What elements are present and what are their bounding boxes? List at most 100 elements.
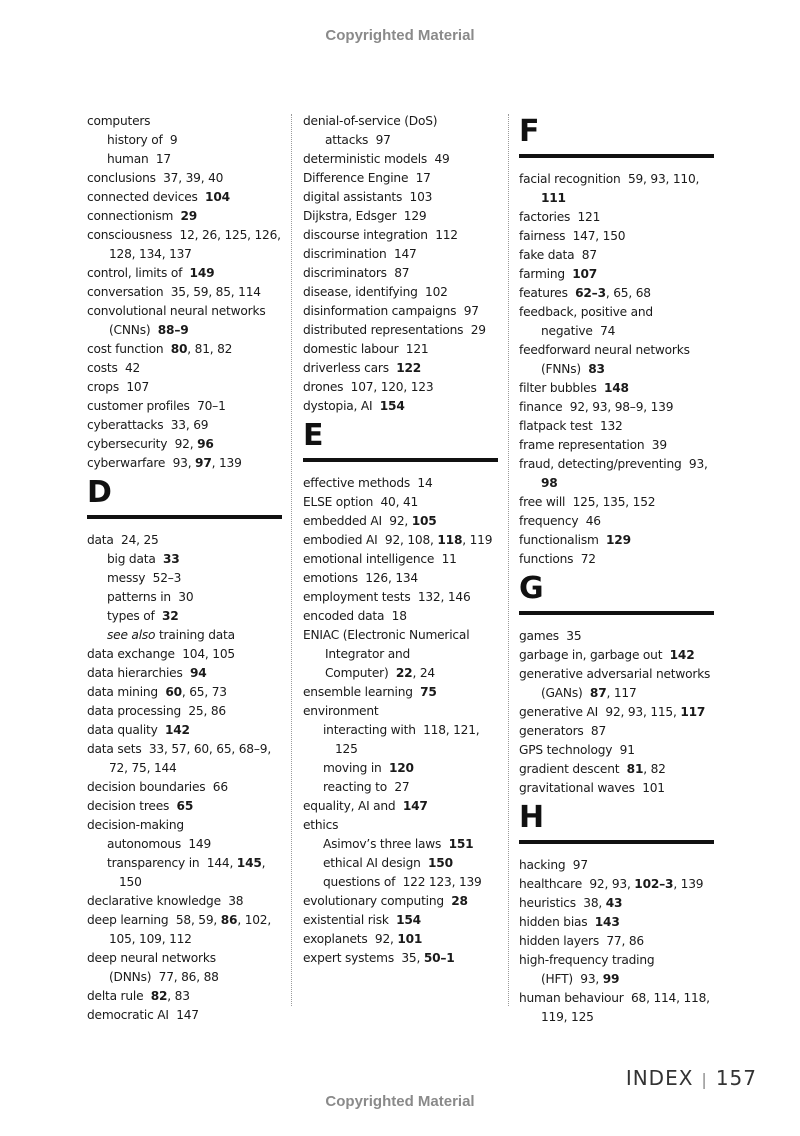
page-reference: 88: [203, 970, 219, 984]
page-reference: 102: [244, 913, 268, 927]
page-reference: 82: [150, 989, 168, 1003]
page-reference: 92: [174, 437, 190, 451]
index-entry: healthcare 92, 93, 102–3, 139: [519, 877, 704, 891]
entry-term: ensemble learning: [303, 685, 413, 699]
entry-term: denial-of-service (DoS) attacks: [303, 114, 438, 147]
page-reference: 97: [572, 858, 588, 872]
index-entry: domestic labour 121: [303, 340, 499, 359]
letter-heading: H: [519, 798, 715, 856]
index-entry: emotions 126, 134: [303, 571, 418, 585]
entry-term: embodied AI: [303, 533, 378, 547]
entry-term: deep learning: [87, 913, 169, 927]
index-entry: ELSE option 40, 41: [303, 495, 419, 509]
page-reference: 65: [216, 742, 232, 756]
page-reference: 17: [155, 152, 171, 166]
page-reference: 122 123: [402, 875, 452, 889]
index-entry: conversation 35, 59, 85, 114: [87, 285, 261, 299]
index-entry: free will 125, 135, 152: [519, 495, 656, 509]
index-entry: data hierarchies 94: [87, 664, 283, 683]
page-reference: 29: [180, 209, 198, 223]
page-reference: 25: [188, 704, 204, 718]
entry-term: costs: [87, 361, 118, 375]
page-reference: 117: [613, 686, 637, 700]
entry-term: generative AI: [519, 705, 599, 719]
page-reference: 144: [206, 856, 230, 870]
index-entry: facial recognition 59, 93, 110, 111: [519, 172, 700, 205]
page-reference: 123: [410, 380, 434, 394]
page-reference: 73: [211, 685, 227, 699]
index-entry: flatpack test 132: [519, 417, 715, 436]
index-column-1: computers history of 9 human 17 conclusions…: [87, 112, 283, 1025]
entry-term: convolutional neural networks (CNNs): [87, 304, 266, 337]
page-reference: 81: [626, 762, 644, 776]
page-reference: 105: [411, 514, 437, 528]
entry-term: flatpack test: [519, 419, 593, 433]
entry-term: gravitational waves: [519, 781, 635, 795]
page-reference: 72: [580, 552, 596, 566]
page-reference: 120: [380, 380, 404, 394]
index-subentry: reacting to 27: [303, 778, 499, 797]
entry-term: moving in: [323, 761, 382, 775]
entry-term: data hierarchies: [87, 666, 183, 680]
page-reference: 114: [238, 285, 261, 299]
index-subentry: types of 32: [87, 607, 283, 626]
index-entry: consciousness 12, 26, 125, 126, 128, 134…: [87, 228, 281, 261]
copyright-watermark-bottom: Copyrighted Material: [325, 1093, 475, 1110]
entry-term: decision-making: [87, 818, 184, 832]
index-entry: data mining 60, 65, 73: [87, 685, 227, 699]
heading-rule: [519, 154, 714, 158]
page-reference: 108: [407, 533, 431, 547]
page-reference: 98–9: [614, 400, 644, 414]
entry-term: history of: [107, 133, 163, 147]
index-entry: convolutional neural networks (CNNs) 88–…: [87, 302, 283, 340]
page-reference: 70–1: [197, 399, 226, 413]
column-divider: [508, 114, 509, 1006]
entry-term: healthcare: [519, 877, 582, 891]
index-entry: high-frequency trading (HFT) 93, 99: [519, 953, 655, 986]
page-reference: 39: [651, 438, 667, 452]
page-reference: 66: [212, 780, 228, 794]
index-entry: existential risk 154: [303, 911, 499, 930]
entry-term: existential risk: [303, 913, 389, 927]
index-entry: equality, AI and 147: [303, 797, 499, 816]
index-subentry: big data 33: [87, 550, 283, 569]
entry-term: data quality: [87, 723, 158, 737]
entry-term: gradient descent: [519, 762, 620, 776]
page-reference: 93: [688, 457, 705, 471]
entry-term: cost function: [87, 342, 164, 356]
index-entry: Dijkstra, Edsger 129: [303, 207, 499, 226]
page-reference: 102: [425, 285, 448, 299]
index-entry: ENIAC (Electronic Numerical Integrator a…: [303, 628, 470, 680]
page-reference: 119: [469, 533, 493, 547]
entry-term: functionalism: [519, 533, 599, 547]
page-reference: 87: [590, 724, 607, 738]
entry-term: evolutionary computing: [303, 894, 444, 908]
index-entry: customer profiles 70–1: [87, 397, 283, 416]
index-entry: data 24, 25: [87, 533, 159, 547]
page-reference: 68–9: [238, 742, 268, 756]
entry-term: heuristics: [519, 896, 576, 910]
page-reference: 41: [402, 495, 419, 509]
page-reference: 94: [189, 666, 207, 680]
index-entry: feedback, positive and negative 74: [519, 303, 715, 341]
entry-term: cyberwarfare: [87, 456, 166, 470]
entry-term: dystopia, AI: [303, 399, 373, 413]
page-reference: 33: [170, 418, 186, 432]
page-reference: 68: [635, 286, 651, 300]
index-entry: gravitational waves 101: [519, 779, 715, 798]
entry-term: ELSE option: [303, 495, 374, 509]
page-reference: 59: [627, 172, 644, 186]
page-reference: 27: [394, 780, 410, 794]
entry-term: garbage in, garbage out: [519, 648, 663, 662]
index-entry: data processing 25, 86: [87, 704, 226, 718]
page-reference: 38: [228, 894, 244, 908]
entry-term: Dijkstra, Edsger: [303, 209, 397, 223]
index-entry: employment tests 132, 146: [303, 590, 471, 604]
page-reference: 125: [571, 1010, 594, 1024]
page-reference: 121: [453, 723, 476, 737]
page-reference: 119: [541, 1010, 564, 1024]
entry-term: distributed representations: [303, 323, 464, 337]
entry-term: feedforward neural networks (FNNs): [519, 343, 690, 376]
page-reference: 93: [650, 172, 666, 186]
page-reference: 87: [589, 686, 607, 700]
